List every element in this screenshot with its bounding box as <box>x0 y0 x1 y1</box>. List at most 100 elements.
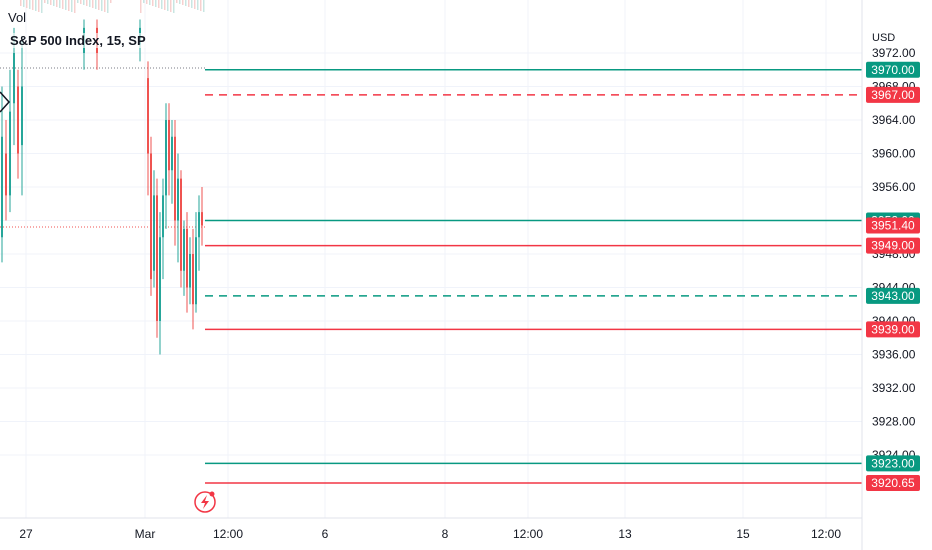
volume-bar <box>83 0 85 5</box>
price-tick-label: 3960.00 <box>872 147 916 161</box>
candle-body <box>195 237 197 305</box>
price-tick-label: 3928.00 <box>872 415 916 429</box>
volume-bar <box>80 0 82 4</box>
time-tick-label: 12:00 <box>811 527 841 541</box>
candle-body <box>13 53 15 104</box>
candle-body <box>159 237 161 321</box>
volume-bar <box>167 0 169 11</box>
time-axis[interactable]: 27 Mar 12:00 6 8 12:00 13 15 12:00 <box>19 527 841 541</box>
chart-grid <box>0 0 862 518</box>
lightning-icon-bolt <box>201 495 209 509</box>
volume-bar <box>149 0 151 5</box>
volume-bar <box>71 0 73 12</box>
time-tick-label: 12:00 <box>213 527 243 541</box>
volume-bar <box>62 0 64 9</box>
candle-body <box>165 120 167 196</box>
current-price-label-bg <box>866 217 920 234</box>
volume-bar <box>152 0 154 6</box>
time-tick-label: 6 <box>322 527 329 541</box>
currency-label: USD <box>872 32 896 44</box>
level-label-bg <box>866 475 920 492</box>
volume-bar <box>89 0 91 7</box>
level-label: 3943.00 <box>871 289 915 303</box>
price-tick-label: 3936.00 <box>872 348 916 362</box>
volume-label: Vol <box>8 10 27 25</box>
volume-bar <box>44 0 46 3</box>
chevron-right-icon <box>0 91 11 113</box>
time-tick-label: 12:00 <box>513 527 543 541</box>
candle-body <box>186 228 188 288</box>
level-label-bg <box>866 86 920 103</box>
candle-body <box>180 178 182 271</box>
volume-bar <box>107 0 109 13</box>
volume-bar <box>29 0 31 9</box>
level-label: 3967.00 <box>871 88 915 102</box>
time-tick-label: 27 <box>19 527 33 541</box>
volume-bar <box>47 0 49 4</box>
volume-bar <box>74 0 76 13</box>
candle-body <box>21 86 23 146</box>
volume-bar <box>191 0 193 8</box>
volume-bars <box>20 0 205 13</box>
volume-bar <box>173 0 175 13</box>
volume-bar <box>68 0 70 11</box>
lightning-icon[interactable] <box>194 491 216 513</box>
candlesticks <box>1 19 203 355</box>
candle-body <box>17 86 19 154</box>
volume-bar <box>23 0 25 7</box>
candle-body <box>162 195 164 238</box>
time-tick-label: 8 <box>442 527 449 541</box>
volume-bar <box>176 0 178 3</box>
volume-bar <box>101 0 103 11</box>
volume-bar <box>32 0 34 10</box>
volume-bar <box>158 0 160 8</box>
volume-bar <box>146 0 148 4</box>
volume-bar <box>92 0 94 8</box>
price-tick-label: 3972.00 <box>872 46 916 60</box>
volume-bar <box>110 0 112 3</box>
volume-bar <box>197 0 199 10</box>
volume-bar <box>35 0 37 11</box>
volume-bar <box>104 0 106 12</box>
level-label: 3923.00 <box>871 456 915 470</box>
candle-body <box>5 153 7 196</box>
level-label-bg <box>866 237 920 254</box>
level-label: 3939.00 <box>871 322 915 336</box>
price-tick-label: 3932.00 <box>872 381 916 395</box>
candle-body <box>1 136 3 238</box>
volume-bar <box>143 0 145 3</box>
level-lines <box>205 69 862 484</box>
lightning-icon-dot <box>209 491 215 497</box>
time-tick-label: 15 <box>736 527 750 541</box>
volume-bar <box>194 0 196 9</box>
volume-bar <box>140 0 142 13</box>
candle-body <box>147 78 149 154</box>
level-label-bg <box>866 455 920 472</box>
price-tick-label: 3956.00 <box>872 180 916 194</box>
volume-bar <box>98 0 100 10</box>
volume-bar <box>59 0 61 8</box>
current-price-label: 3951.40 <box>871 219 915 233</box>
price-tick-label: 3964.00 <box>872 113 916 127</box>
volume-bar <box>203 0 205 12</box>
candle-body <box>156 195 158 321</box>
symbol-title[interactable]: S&P 500 Index, 15, SP <box>8 33 148 48</box>
volume-bar <box>77 0 79 3</box>
candle-body <box>168 120 170 171</box>
candle-body <box>189 254 191 288</box>
volume-bar <box>41 0 43 13</box>
candle-body <box>192 254 194 305</box>
candle-body <box>150 153 152 280</box>
volume-bar <box>38 0 40 12</box>
level-label-bg <box>866 61 920 78</box>
volume-bar <box>50 0 52 5</box>
time-tick-label: Mar <box>135 527 156 541</box>
volume-bar <box>53 0 55 6</box>
level-label: 3970.00 <box>871 63 915 77</box>
volume-bar <box>20 0 22 6</box>
level-label: 3949.00 <box>871 239 915 253</box>
candle-body <box>171 136 173 171</box>
volume-bar <box>65 0 67 10</box>
